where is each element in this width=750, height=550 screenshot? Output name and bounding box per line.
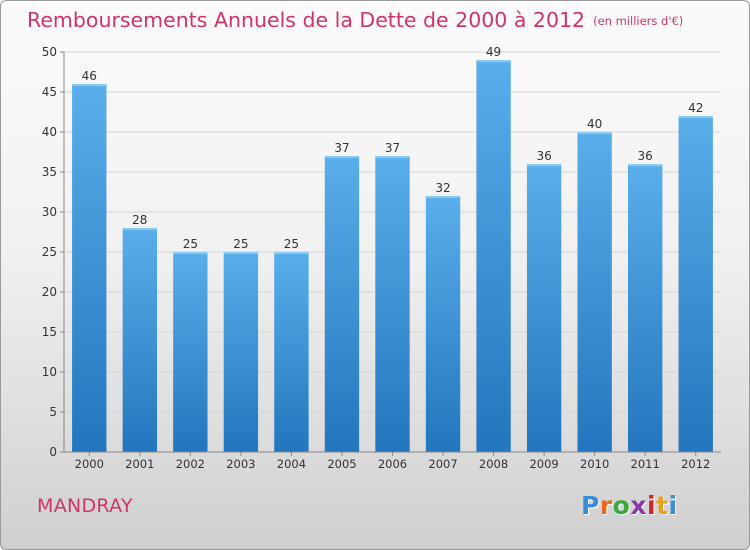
bar-highlight [678, 116, 713, 118]
x-tick-label: 2004 [277, 457, 306, 471]
city-name: MANDRAY [37, 495, 133, 517]
data-label: 25 [233, 237, 248, 251]
bar [72, 84, 107, 452]
data-label: 42 [688, 101, 703, 115]
bar [223, 252, 259, 452]
y-tick-label: 35 [42, 165, 57, 179]
data-label: 37 [334, 141, 349, 155]
y-tick-label: 50 [42, 45, 57, 59]
bar [122, 228, 157, 452]
bar-highlight [324, 156, 360, 158]
y-tick-label: 30 [42, 205, 57, 219]
x-tick-label: 2006 [378, 457, 407, 471]
data-label: 49 [486, 45, 501, 59]
x-tick-label: 2005 [327, 457, 356, 471]
logo-letter: i [647, 491, 657, 520]
y-tick-label: 15 [42, 325, 57, 339]
logo-letter: r [599, 491, 613, 520]
data-label: 28 [132, 213, 147, 227]
y-tick-label: 5 [49, 405, 57, 419]
x-tick-label: 2011 [631, 457, 660, 471]
logo-letter: P [581, 491, 600, 520]
x-tick-label: 2008 [479, 457, 508, 471]
bar-highlight [425, 196, 461, 198]
bar [324, 156, 360, 452]
data-label: 40 [587, 117, 602, 131]
x-tick-label: 2000 [75, 457, 104, 471]
data-label: 25 [183, 237, 198, 251]
data-label: 32 [435, 181, 450, 195]
bar-highlight [628, 164, 663, 166]
bar-highlight [173, 252, 208, 254]
bar-highlight [577, 132, 612, 134]
bar [425, 196, 461, 452]
bar [173, 252, 208, 452]
bar [375, 156, 410, 452]
data-label: 36 [536, 149, 551, 163]
chart-title: Remboursements Annuels de la Dette de 20… [27, 8, 683, 32]
x-tick-label: 2012 [681, 457, 710, 471]
bar-highlight [375, 156, 410, 158]
bar-highlight [274, 252, 309, 254]
x-axis-ticks: 2000 2001 2002 2003 2004 2005 2006 2007 2008 2009… [75, 452, 710, 471]
title-text: Remboursements Annuels de la Dette de 20… [27, 8, 586, 32]
bar-highlight [476, 60, 511, 62]
y-tick-label: 25 [42, 245, 57, 259]
bar-highlight [223, 252, 259, 254]
data-label: 25 [284, 237, 299, 251]
x-tick-label: 2003 [226, 457, 255, 471]
y-tick-label: 45 [42, 85, 57, 99]
x-tick-label: 2010 [580, 457, 609, 471]
unit-label: (en milliers d'€) [593, 14, 684, 28]
data-label: 37 [385, 141, 400, 155]
logo-letter: i [668, 491, 678, 520]
bar-highlight [122, 228, 157, 230]
x-tick-label: 2009 [529, 457, 558, 471]
bar [476, 60, 511, 452]
bar [526, 164, 562, 452]
bars: 46 28 25 25 25 37 37 32 49 36 40 36 42 [72, 45, 713, 452]
axes [63, 52, 721, 453]
bar [274, 252, 309, 452]
bar-highlight [526, 164, 562, 166]
logo-letter: t [656, 491, 669, 520]
data-label: 46 [82, 69, 97, 83]
y-tick-label: 20 [42, 285, 57, 299]
bar [628, 164, 663, 452]
y-tick-label: 10 [42, 365, 57, 379]
y-tick-label: 40 [42, 125, 57, 139]
x-tick-label: 2002 [176, 457, 205, 471]
data-label: 36 [638, 149, 653, 163]
bar [678, 116, 713, 452]
logo-letter: x [630, 491, 647, 520]
bar [577, 132, 612, 452]
proxiti-logo: Proxiti [581, 491, 678, 520]
x-tick-label: 2001 [125, 457, 154, 471]
logo-letter: o [612, 491, 631, 520]
y-axis-ticks: 0 5 10 15 20 25 30 35 40 45 50 [42, 45, 64, 459]
x-tick-label: 2007 [428, 457, 457, 471]
y-tick-label: 0 [49, 445, 57, 459]
bar-highlight [72, 84, 107, 86]
